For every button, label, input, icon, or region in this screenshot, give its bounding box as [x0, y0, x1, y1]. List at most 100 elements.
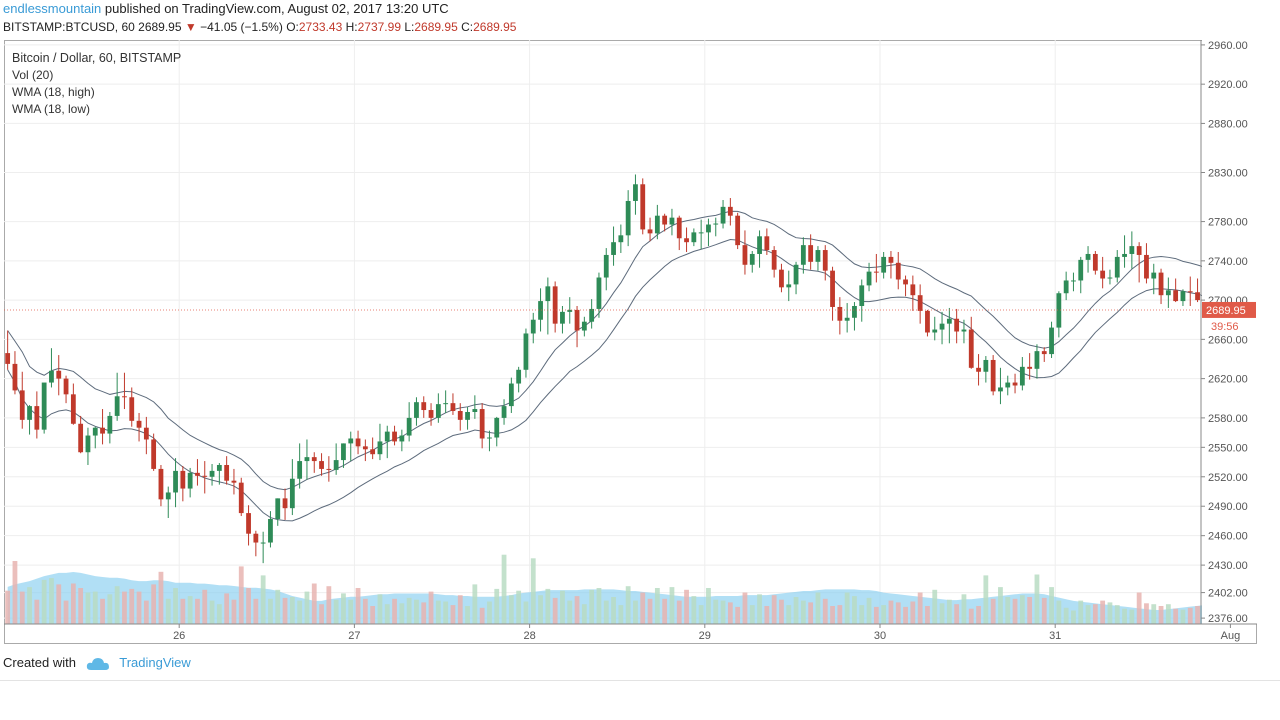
volume-bar [560, 590, 565, 624]
candle-body [253, 533, 259, 543]
volume-bar [151, 584, 157, 624]
volume-bar [691, 596, 697, 624]
tradingview-cloud-icon[interactable] [86, 657, 110, 671]
volume-bar [384, 604, 390, 624]
candle-body [720, 206, 726, 224]
volume-bar [1136, 592, 1142, 624]
volume-bar [297, 600, 303, 624]
volume-bar [903, 606, 908, 624]
volume-bar [129, 588, 135, 624]
volume-bar [961, 594, 967, 624]
author-link[interactable]: endlessmountain [3, 1, 102, 16]
volume-bar [603, 600, 609, 624]
volume-bar [421, 602, 427, 624]
volume-bar [771, 595, 777, 624]
legend-title[interactable]: Bitcoin / Dollar, 60, BITSTAMP [12, 51, 182, 65]
volume-bar [998, 587, 1003, 624]
legend-wma-low[interactable]: WMA (18, low) [12, 102, 91, 116]
volume-bar [757, 594, 762, 624]
volume-bar [815, 592, 821, 624]
volume-bar [195, 598, 200, 624]
volume-bar [1173, 608, 1179, 624]
volume-bar [479, 607, 485, 624]
candle-body [822, 250, 828, 271]
volume-bar [625, 586, 631, 624]
candle-body [698, 232, 704, 234]
volume-bar [545, 588, 551, 624]
volume-bar [881, 605, 887, 624]
candle-body [143, 427, 149, 440]
volume-bar [581, 604, 587, 624]
footer: Created with TradingView [3, 652, 191, 674]
candle-body [114, 396, 120, 416]
candle-body [465, 411, 470, 420]
candle-body [1187, 291, 1193, 293]
volume-bar [611, 597, 616, 624]
price-tick-label: 2830.00 [1208, 168, 1248, 180]
volume-bar [1005, 597, 1011, 624]
candle-body [633, 184, 638, 201]
candle-body [399, 435, 405, 442]
high-value: 2737.99 [357, 20, 401, 34]
volume-bar [487, 601, 492, 624]
volume-bar [983, 575, 989, 624]
candle-body [34, 406, 40, 430]
volume-bar [392, 598, 397, 624]
candle-body [151, 439, 157, 469]
price-tick-label: 2376.00 [1208, 613, 1248, 625]
tradingview-link[interactable]: TradingView [119, 655, 191, 670]
volume-bar [63, 600, 69, 624]
volume-bar [1092, 604, 1098, 624]
volume-bar [735, 606, 741, 624]
volume-bar [1151, 604, 1157, 624]
volume-bar [1144, 603, 1149, 624]
volume-bar [698, 605, 704, 624]
volume-bar [180, 598, 186, 624]
volume-bar [1195, 606, 1200, 624]
volume-bar [41, 579, 47, 624]
candle-body [888, 256, 894, 263]
chart-frame[interactable] [4, 40, 1257, 644]
candle-body [603, 254, 609, 278]
volume-bar [589, 589, 595, 624]
volume-bar [968, 608, 974, 624]
candle-body [793, 264, 799, 285]
volume-bar [289, 597, 295, 624]
candle-body [435, 404, 441, 418]
price-tick-label: 2460.00 [1208, 531, 1248, 543]
candle-body [925, 310, 930, 333]
volume-bar [837, 605, 843, 624]
legend-volume[interactable]: Vol (20) [12, 68, 54, 82]
volume-bar [713, 599, 719, 624]
price-tick-label: 2660.00 [1208, 334, 1248, 346]
price-chart[interactable]: 2960.00 2920.00 2880.00 2830.00 2780.00 2740.… [4, 40, 1257, 644]
candle-body [479, 409, 485, 439]
volume-bar [202, 589, 208, 624]
volume-bar [5, 590, 11, 624]
volume-bar [516, 590, 522, 624]
price-tick-label: 2620.00 [1208, 374, 1248, 386]
volume-bar [100, 598, 105, 624]
volume-bar [246, 588, 251, 624]
volume-bar [990, 598, 996, 624]
candle-body [589, 308, 595, 322]
volume-bar [377, 594, 383, 624]
time-tick-label: 31 [1049, 630, 1061, 642]
candle-body [355, 438, 361, 447]
volume-bar [414, 599, 419, 624]
candle-body [1078, 259, 1084, 281]
candle-body [319, 461, 324, 469]
volume-bar [326, 586, 332, 624]
price-tick-label: 2520.00 [1208, 472, 1248, 484]
publish-info: endlessmountain published on TradingView… [3, 0, 449, 18]
volume-bar [56, 584, 62, 624]
candle-body [983, 359, 989, 372]
candle-body [516, 369, 522, 384]
volume-bar [34, 599, 40, 624]
candle-body [946, 318, 952, 324]
candle-body [443, 403, 449, 405]
close-value: 2689.95 [473, 20, 517, 34]
volume-bar [501, 554, 507, 624]
candle-body [574, 309, 580, 331]
legend-wma-high[interactable]: WMA (18, high) [12, 85, 95, 99]
